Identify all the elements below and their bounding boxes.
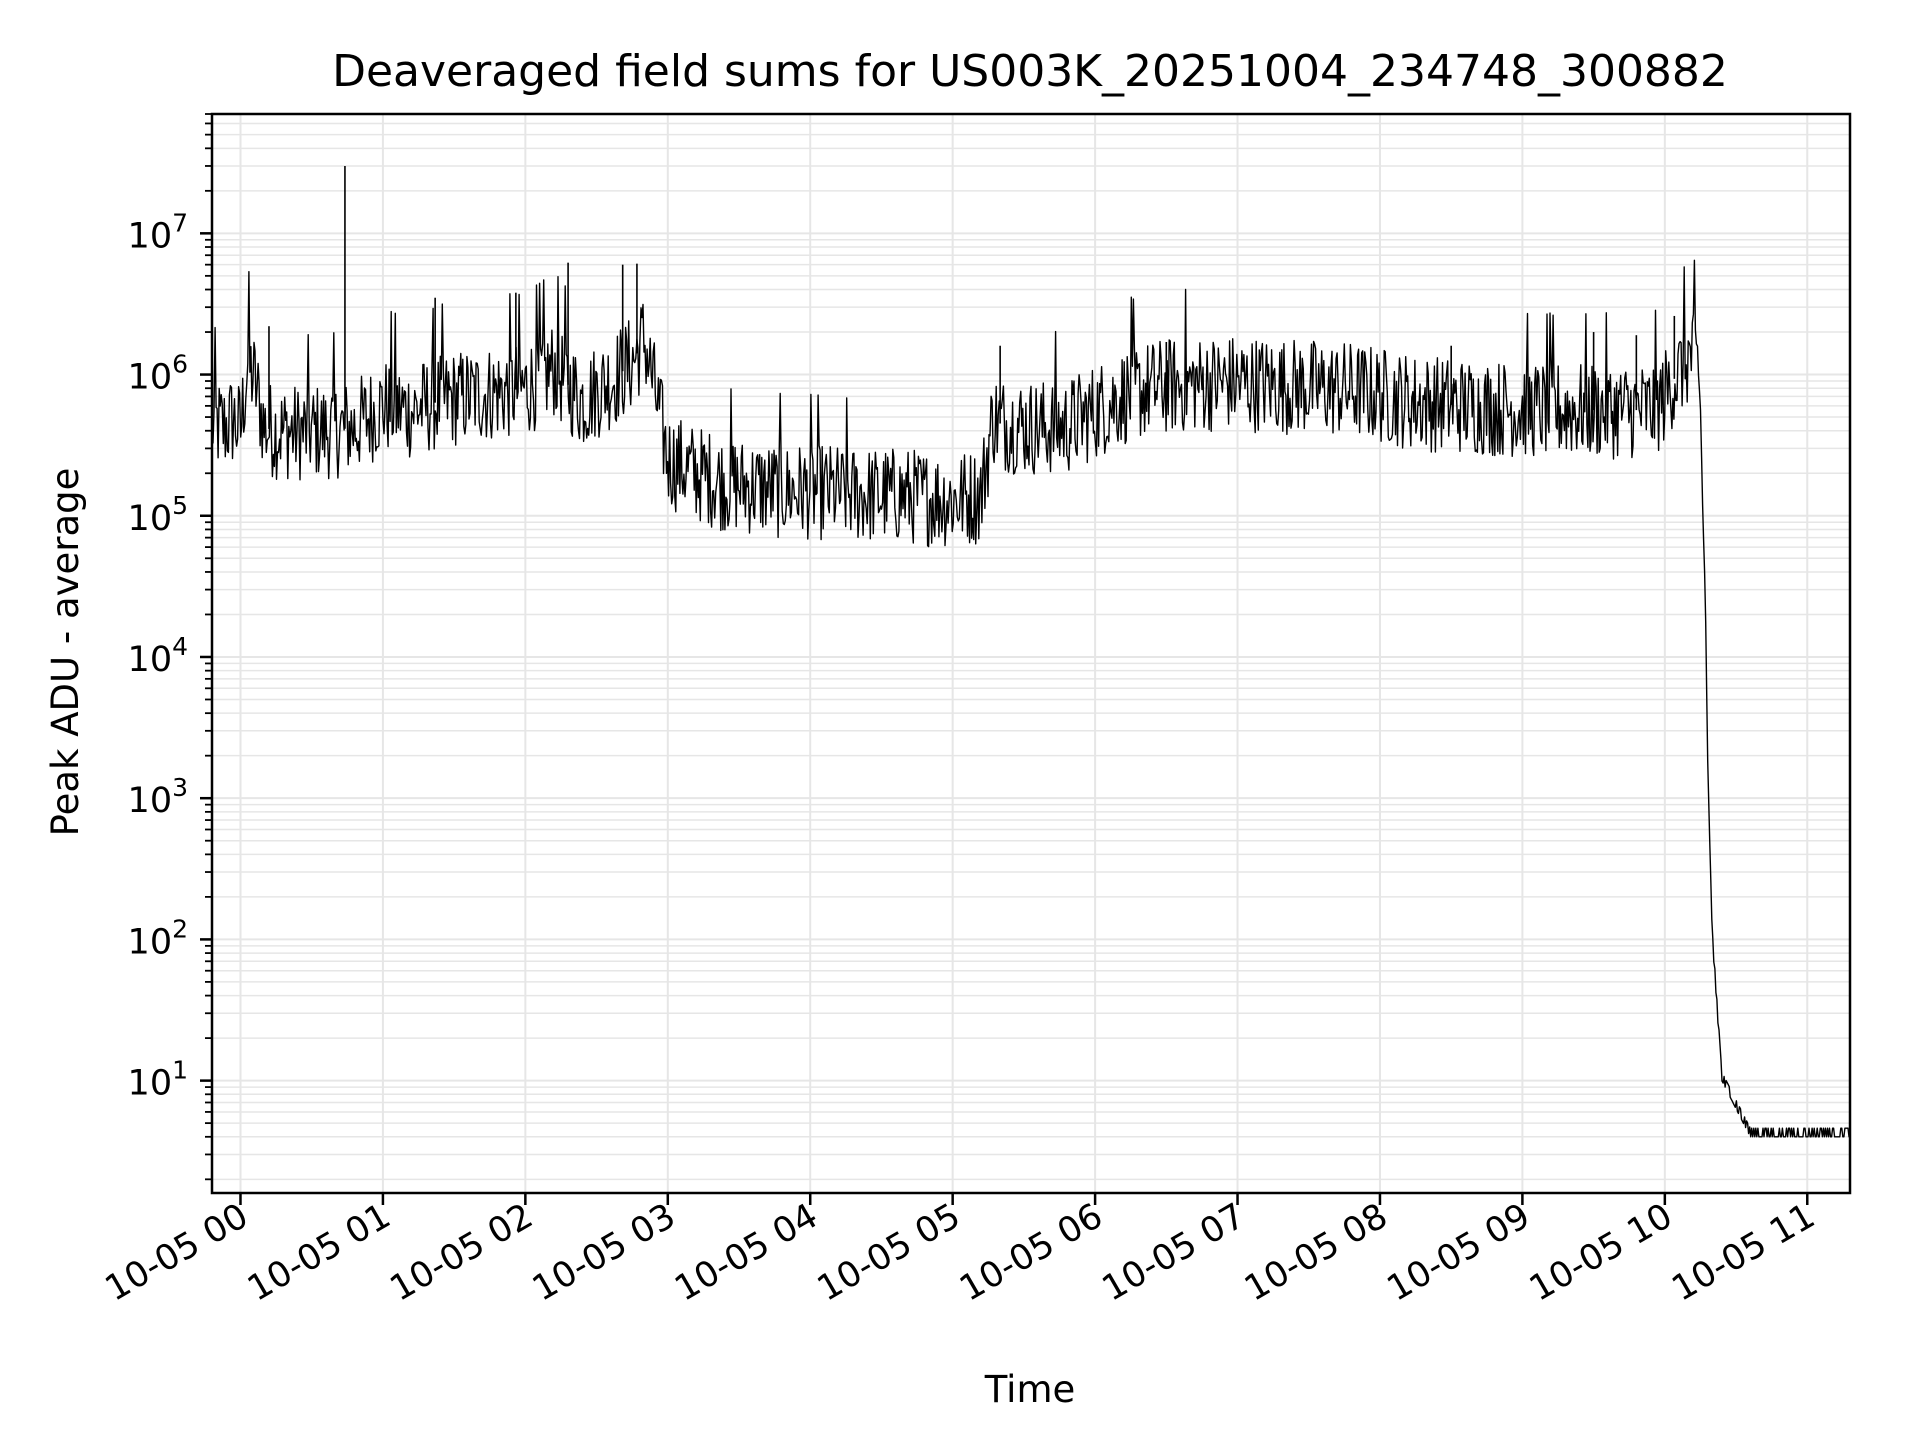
y-axis-label: Peak ADU - average xyxy=(44,468,87,837)
x-tick-label: 10-05 03 xyxy=(526,1196,682,1309)
x-tick-label: 10-05 07 xyxy=(1096,1196,1252,1309)
y-tick-exponent: 2 xyxy=(172,914,188,943)
y-tick-label: 107 xyxy=(128,208,188,256)
x-tick-label: 10-05 00 xyxy=(99,1196,255,1309)
grid-lines xyxy=(212,113,1850,1193)
y-tick-label: 105 xyxy=(128,491,188,539)
y-tick-exponent: 7 xyxy=(172,208,188,237)
y-tick-label: 104 xyxy=(128,632,188,680)
plot-frame xyxy=(210,112,1852,1195)
y-tick-exponent: 5 xyxy=(172,491,188,520)
y-tick-base: 10 xyxy=(128,216,173,256)
y-tick-exponent: 1 xyxy=(172,1056,188,1085)
x-tick-label: 10-05 11 xyxy=(1665,1196,1821,1309)
y-tick-base: 10 xyxy=(128,1064,173,1104)
y-tick-label: 102 xyxy=(128,914,188,962)
x-tick-label: 10-05 05 xyxy=(811,1196,967,1309)
x-tick-label: 10-05 02 xyxy=(384,1196,540,1309)
x-tick-label: 10-05 01 xyxy=(241,1196,397,1309)
y-tick-base: 10 xyxy=(128,358,173,398)
y-tick-exponent: 3 xyxy=(172,773,188,802)
x-tick-label: 10-05 06 xyxy=(953,1196,1109,1309)
series-line xyxy=(211,259,1851,1138)
series-layer xyxy=(211,165,1851,1138)
chart-title: Deaveraged field sums for US003K_2025100… xyxy=(332,46,1728,97)
x-tick-label: 10-05 10 xyxy=(1523,1196,1679,1309)
y-tick-base: 10 xyxy=(128,781,173,821)
x-axis-label: Time xyxy=(984,1368,1076,1411)
x-tick-label: 10-05 09 xyxy=(1381,1196,1537,1309)
y-tick-label: 106 xyxy=(128,350,188,398)
x-tick-label: 10-05 08 xyxy=(1238,1196,1394,1309)
y-tick-base: 10 xyxy=(128,640,173,680)
x-tick-label: 10-05 04 xyxy=(668,1196,824,1309)
y-tick-label: 101 xyxy=(128,1056,188,1104)
y-tick-exponent: 6 xyxy=(172,350,188,379)
y-tick-base: 10 xyxy=(128,922,173,962)
y-tick-exponent: 4 xyxy=(172,632,188,661)
y-tick-base: 10 xyxy=(128,499,173,539)
y-tick-label: 103 xyxy=(128,773,188,821)
